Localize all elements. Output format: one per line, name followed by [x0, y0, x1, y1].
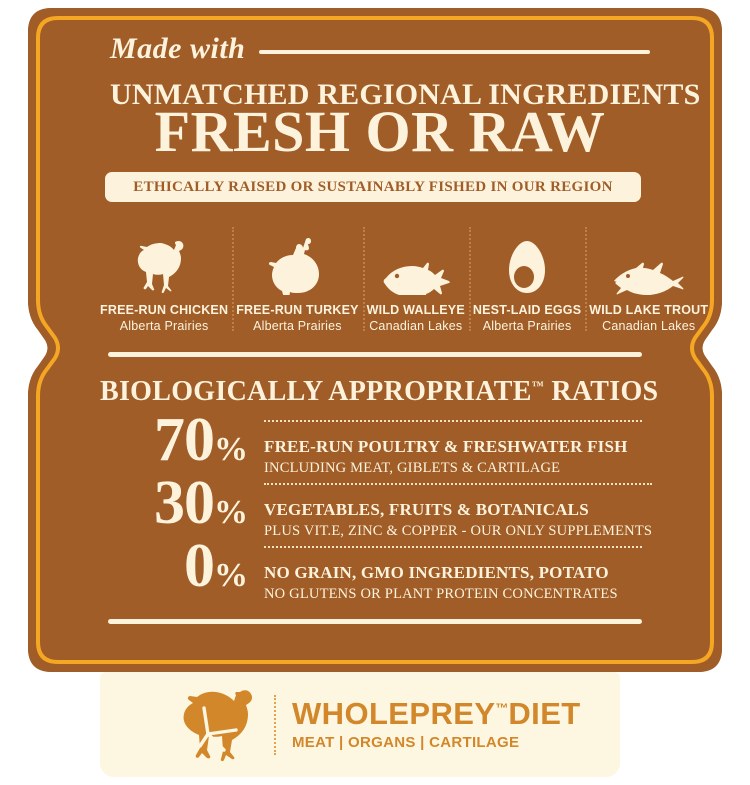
wholeprey-subtitle: MEAT | ORGANS | CARTILAGE: [292, 733, 520, 751]
ratios-heading-tail: RATIOS: [551, 376, 659, 407]
banner-divider: [274, 694, 276, 755]
ratio-main-label: FREE-RUN POULTRY & FRESHWATER FISH: [264, 437, 628, 456]
ratio-symbol: %: [214, 557, 248, 594]
ratio-text: VEGETABLES, FRUITS & BOTANICALS PLUS VIT…: [264, 483, 653, 540]
ratio-value: 0: [184, 532, 215, 600]
ratio-value: 70: [154, 406, 215, 474]
ratio-main-label: NO GRAIN, GMO INGREDIENTS, POTATO: [264, 563, 609, 582]
ingredient-name: NEST-LAID EGGS: [472, 303, 582, 317]
wholeprey-tm: ™: [495, 700, 509, 716]
ingredient-item: WILD WALLEYE Canadian Lakes: [362, 225, 469, 333]
ingredient-name: FREE-RUN CHICKEN: [100, 303, 229, 317]
ingredient-name: WILD LAKE TROUT: [589, 303, 709, 317]
ingredient-location: Alberta Prairies: [119, 319, 209, 333]
wholeprey-chicken-icon: [183, 689, 253, 761]
chicken-icon: [137, 240, 184, 294]
ratio-row: 0% NO GRAIN, GMO INGREDIENTS, POTATO NO …: [108, 535, 642, 603]
ratio-symbol: %: [214, 494, 248, 531]
ingredient-item: FREE-RUN TURKEY Alberta Prairies: [232, 225, 362, 333]
headline-line1: UNMATCHED REGIONAL INGREDIENTS: [110, 78, 701, 111]
ingredient-icon-wrap: [266, 237, 328, 295]
divider-rule-top: [108, 352, 642, 357]
ingredient-name: WILD WALLEYE: [366, 303, 465, 317]
wholeprey-banner: WHOLEPREY™DIET MEAT | ORGANS | CARTILAGE: [100, 672, 620, 777]
ratio-sub-label: PLUS VIT.E, ZINC & COPPER - OUR ONLY SUP…: [264, 523, 653, 539]
made-with-rule: [259, 50, 650, 54]
ingredient-icon-wrap: [507, 237, 547, 295]
wholeprey-title-tail: DIET: [508, 696, 581, 732]
ratio-percent: 70%: [108, 409, 248, 471]
headline-line2: FRESH OR RAW: [154, 99, 606, 164]
ethical-badge-label: ETHICALLY RAISED OR SUSTAINABLY FISHED I…: [133, 178, 613, 195]
ingredient-icon-wrap: [380, 237, 452, 295]
trout-icon: [613, 262, 684, 295]
ratios-heading: BIOLOGICALLY APPROPRIATE™ RATIOS: [100, 376, 658, 408]
banner-text-group: WHOLEPREY™DIET MEAT | ORGANS | CARTILAGE: [292, 698, 581, 751]
ratio-percent: 0%: [108, 535, 248, 597]
ratio-sub-label: NO GLUTENS OR PLANT PROTEIN CONCENTRATES: [264, 586, 618, 602]
ratio-row: 70% FREE-RUN POULTRY & FRESHWATER FISH I…: [108, 409, 642, 477]
ingredients-row: FREE-RUN CHICKEN Alberta Prairies FREE-R…: [96, 225, 708, 333]
panel-content: Made with UNMATCHED REGIONAL INGREDIENTS…: [96, 32, 708, 624]
ingredient-location: Alberta Prairies: [253, 319, 342, 333]
wholeprey-title: WHOLEPREY™DIET: [292, 698, 581, 730]
walleye-icon: [383, 262, 450, 295]
ingredient-icon-wrap: [610, 237, 688, 295]
ingredient-icon-wrap: [134, 237, 194, 295]
ratio-symbol: %: [214, 431, 248, 468]
ingredient-location: Canadian Lakes: [369, 319, 463, 333]
ingredient-location: Alberta Prairies: [482, 319, 572, 333]
divider-rule-bottom: [108, 619, 642, 624]
ratios-heading-main: BIOLOGICALLY APPROPRIATE: [100, 376, 532, 407]
ratios-heading-tm: ™: [531, 378, 544, 393]
ratio-text: FREE-RUN POULTRY & FRESHWATER FISH INCLU…: [264, 420, 642, 477]
ratio-sub-label: INCLUDING MEAT, GIBLETS & CARTILAGE: [264, 460, 561, 476]
ethical-badge: ETHICALLY RAISED OR SUSTAINABLY FISHED I…: [105, 172, 641, 202]
egg-icon: [509, 241, 546, 293]
ingredient-item: WILD LAKE TROUT Canadian Lakes: [585, 225, 712, 333]
made-with-row: Made with: [110, 32, 650, 66]
ratio-text: NO GRAIN, GMO INGREDIENTS, POTATO NO GLU…: [264, 546, 642, 603]
ingredient-name: FREE-RUN TURKEY: [236, 303, 359, 317]
wholeprey-title-main: WHOLEPREY: [292, 696, 496, 732]
ratio-row: 30% VEGETABLES, FRUITS & BOTANICALS PLUS…: [108, 472, 653, 540]
ingredient-item: NEST-LAID EGGS Alberta Prairies: [468, 225, 585, 333]
ratio-percent: 30%: [108, 472, 248, 534]
made-with-label: Made with: [110, 32, 246, 65]
ingredient-item: FREE-RUN CHICKEN Alberta Prairies: [96, 225, 232, 333]
ratio-main-label: VEGETABLES, FRUITS & BOTANICALS: [264, 500, 589, 519]
turkey-icon: [269, 237, 320, 295]
ingredient-location: Canadian Lakes: [602, 319, 696, 333]
ratio-value: 30: [154, 469, 215, 537]
